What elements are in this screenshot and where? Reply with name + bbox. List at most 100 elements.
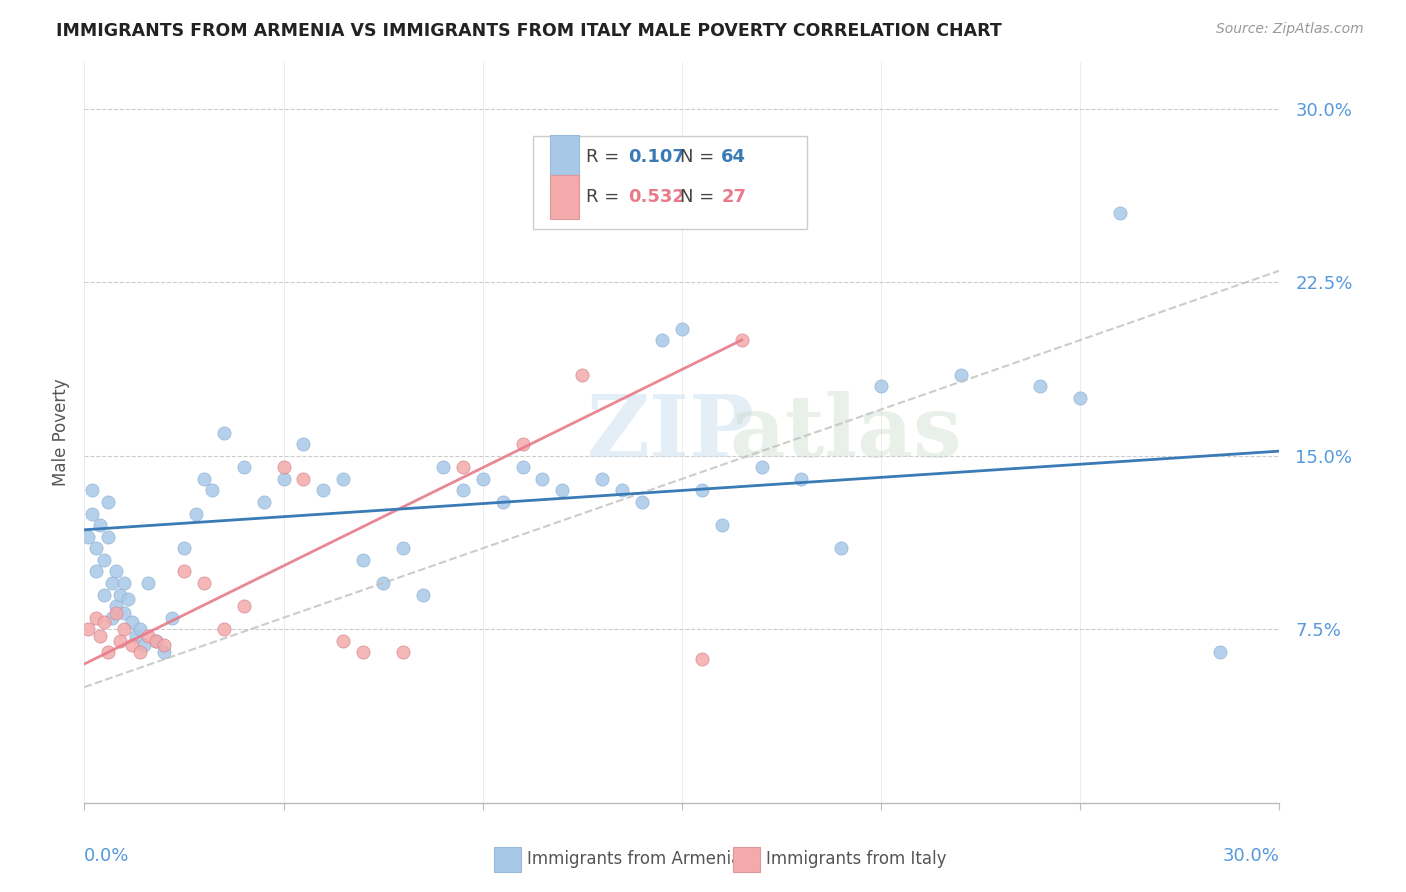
Point <box>86 541 108 556</box>
Point <box>1069 391 1091 405</box>
Point <box>121 639 143 653</box>
Point <box>89 518 111 533</box>
Point <box>97 530 120 544</box>
Point <box>101 610 124 624</box>
Point <box>352 553 374 567</box>
Text: 0.0%: 0.0% <box>84 847 129 865</box>
Point <box>292 437 315 451</box>
FancyBboxPatch shape <box>495 847 520 872</box>
Point <box>105 565 128 579</box>
Point <box>77 622 100 636</box>
Point <box>273 460 295 475</box>
Point <box>790 472 813 486</box>
Point <box>97 645 120 659</box>
Point <box>212 425 235 440</box>
Text: 30.0%: 30.0% <box>1223 847 1279 865</box>
Point <box>105 606 128 620</box>
Point <box>531 472 554 486</box>
Point <box>1029 379 1052 393</box>
Point <box>110 588 132 602</box>
Point <box>86 610 108 624</box>
Point <box>97 495 120 509</box>
FancyBboxPatch shape <box>551 175 579 219</box>
Text: N =: N = <box>679 187 720 206</box>
Point <box>93 615 115 630</box>
Point <box>612 483 634 498</box>
Point <box>112 576 135 591</box>
Text: Source: ZipAtlas.com: Source: ZipAtlas.com <box>1216 22 1364 37</box>
Point <box>93 588 115 602</box>
Point <box>451 460 474 475</box>
Point <box>551 483 574 498</box>
Point <box>690 483 713 498</box>
Text: R =: R = <box>586 147 626 166</box>
Point <box>870 379 893 393</box>
Point <box>412 588 434 602</box>
Point <box>145 633 167 648</box>
Point <box>145 633 167 648</box>
Point <box>352 645 374 659</box>
FancyBboxPatch shape <box>734 847 759 872</box>
Point <box>273 472 295 486</box>
FancyBboxPatch shape <box>551 136 579 178</box>
Point <box>117 592 139 607</box>
Text: atlas: atlas <box>730 391 962 475</box>
Point <box>710 518 733 533</box>
Text: 0.107: 0.107 <box>628 147 685 166</box>
Point <box>949 368 972 382</box>
Point <box>160 610 183 624</box>
Point <box>86 565 108 579</box>
Text: 0.532: 0.532 <box>628 187 685 206</box>
FancyBboxPatch shape <box>533 136 807 229</box>
Point <box>512 460 534 475</box>
Point <box>312 483 335 498</box>
Point <box>173 541 195 556</box>
Point <box>77 530 100 544</box>
Point <box>82 483 104 498</box>
Point <box>112 606 135 620</box>
Point <box>253 495 276 509</box>
Point <box>432 460 454 475</box>
Point <box>492 495 515 509</box>
Point <box>373 576 395 591</box>
Point <box>136 576 159 591</box>
Point <box>631 495 654 509</box>
Text: 64: 64 <box>721 147 747 166</box>
Point <box>1109 206 1132 220</box>
Text: N =: N = <box>679 147 720 166</box>
Point <box>830 541 852 556</box>
Point <box>471 472 494 486</box>
Text: Immigrants from Armenia: Immigrants from Armenia <box>527 850 741 868</box>
Point <box>89 629 111 643</box>
Text: IMMIGRANTS FROM ARMENIA VS IMMIGRANTS FROM ITALY MALE POVERTY CORRELATION CHART: IMMIGRANTS FROM ARMENIA VS IMMIGRANTS FR… <box>56 22 1002 40</box>
Point <box>105 599 128 614</box>
Point <box>184 507 207 521</box>
Point <box>173 565 195 579</box>
Point <box>651 333 673 347</box>
Point <box>212 622 235 636</box>
Point <box>153 639 176 653</box>
Point <box>232 599 254 614</box>
Point <box>129 645 152 659</box>
Point <box>193 472 215 486</box>
Text: R =: R = <box>586 187 626 206</box>
Point <box>201 483 224 498</box>
Y-axis label: Male Poverty: Male Poverty <box>52 379 70 486</box>
Point <box>121 615 143 630</box>
Point <box>136 629 159 643</box>
Point <box>132 639 156 653</box>
Point <box>332 472 354 486</box>
Text: ZIP: ZIP <box>586 391 754 475</box>
Point <box>512 437 534 451</box>
Point <box>332 633 354 648</box>
Point <box>1209 645 1232 659</box>
Point <box>110 633 132 648</box>
Point <box>129 622 152 636</box>
Point <box>671 321 693 335</box>
Point <box>292 472 315 486</box>
Point <box>451 483 474 498</box>
Text: Immigrants from Italy: Immigrants from Italy <box>766 850 946 868</box>
Point <box>82 507 104 521</box>
Text: 27: 27 <box>721 187 747 206</box>
Point <box>751 460 773 475</box>
